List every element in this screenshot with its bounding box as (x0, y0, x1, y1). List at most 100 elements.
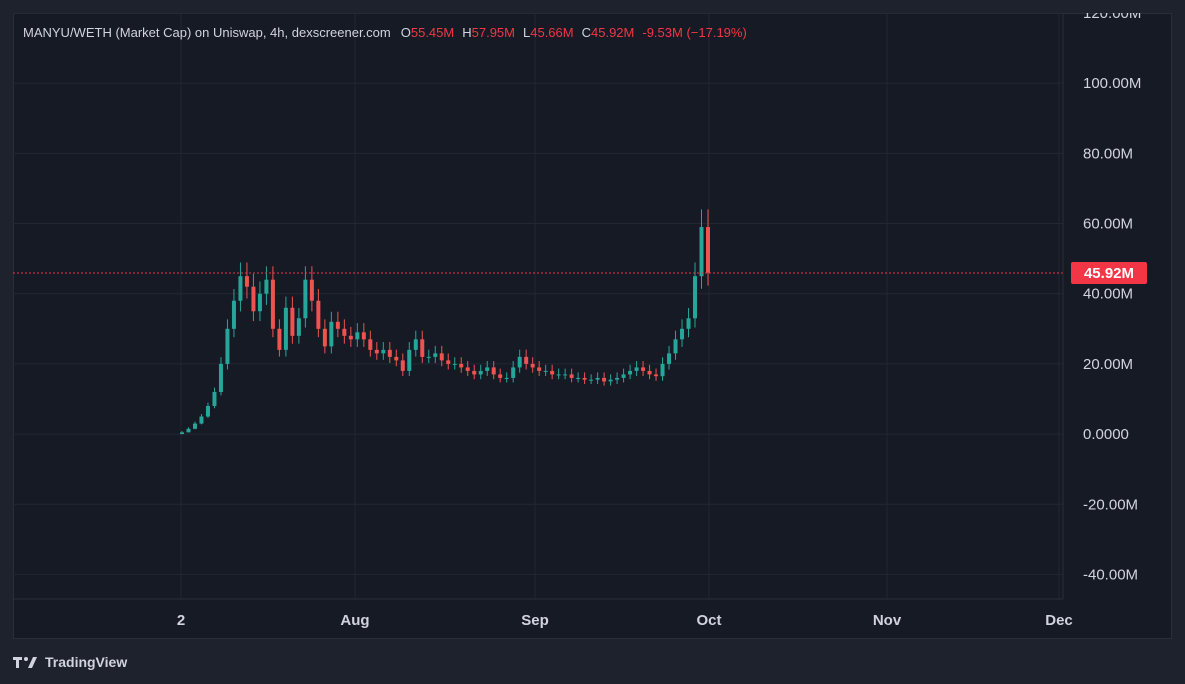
candle-body (478, 370, 483, 375)
y-tick-label: 20.00M (1083, 356, 1133, 373)
candle-body (608, 379, 613, 382)
candle-body (491, 367, 496, 375)
candle-body (654, 374, 659, 377)
candle-body (621, 374, 626, 378)
candle-body (355, 332, 360, 340)
candle-body (192, 423, 197, 429)
candle-body (381, 349, 386, 354)
close-value: 45.92M (591, 25, 635, 40)
price-axis[interactable]: 120.00M 100.00M 80.00M 60.00M 40.00M 20.00M 0.… (1083, 13, 1141, 583)
candle-body (498, 374, 503, 378)
candle-body (647, 370, 652, 375)
candle-body (485, 367, 490, 371)
time-axis[interactable]: 2 Aug Sep Oct Nov Dec (177, 612, 1073, 629)
open-label: O (400, 25, 411, 40)
candle-body (504, 377, 509, 379)
candle-body (407, 349, 412, 371)
candle-body (244, 276, 249, 287)
candle-body (569, 374, 574, 378)
candle-body (426, 356, 431, 358)
candle-body (582, 377, 587, 380)
open-value: 55.45M (410, 25, 455, 40)
y-tick-label: 60.00M (1083, 216, 1133, 233)
x-tick-label: Aug (340, 612, 369, 629)
candle-body (257, 293, 262, 312)
last-price-badge: 45.92M (1071, 261, 1147, 284)
candle-body (400, 360, 405, 371)
candle-body (602, 377, 607, 382)
last-price-label: 45.92M (1084, 265, 1134, 282)
x-tick-label: Sep (521, 612, 549, 629)
candle-body (413, 339, 418, 350)
candle-body (212, 391, 217, 407)
candle-body (459, 363, 464, 368)
y-tick-label: 0.0000 (1083, 426, 1129, 443)
y-tick-label: 120.00M (1083, 13, 1141, 22)
candle-body (628, 370, 633, 375)
candle-body (452, 363, 457, 365)
candle-body (660, 363, 665, 377)
candle-body (303, 279, 308, 319)
candle-body (322, 328, 327, 347)
candle-body (387, 349, 392, 357)
candle-body (446, 360, 451, 364)
low-label: L (523, 25, 531, 40)
candle-body (556, 374, 561, 376)
y-tick-label: 100.00M (1083, 75, 1141, 92)
candle-body (205, 406, 210, 417)
high-label: H (462, 25, 472, 40)
y-tick-label: 80.00M (1083, 145, 1133, 162)
candle-body (563, 374, 568, 376)
candle-body (180, 432, 184, 435)
chart-canvas[interactable]: 120.00M 100.00M 80.00M 60.00M 40.00M 20.00M 0.… (13, 13, 1172, 639)
candle-body (264, 279, 269, 294)
x-tick-label: 2 (177, 612, 185, 629)
tradingview-logo-icon (13, 655, 39, 669)
candle-body (615, 377, 620, 380)
chart-legend: MANYU/WETH (Market Cap) on Uniswap, 4h, … (23, 25, 747, 40)
candle-body (225, 328, 230, 364)
y-tick-label: 40.00M (1083, 286, 1133, 303)
x-tick-label: Oct (696, 612, 721, 629)
candle-body (316, 300, 321, 329)
candle-body (394, 356, 399, 361)
candle-body (641, 367, 646, 371)
brand-name: TradingView (45, 654, 128, 670)
candle-body (576, 377, 581, 379)
change-value: -9.53M (−17.19%) (642, 25, 747, 40)
candle-body (524, 356, 529, 364)
candle-body (342, 328, 347, 336)
candle-body (543, 370, 548, 372)
candle-body (218, 363, 223, 392)
candle-body (368, 339, 373, 350)
candle-body (550, 370, 555, 375)
high-value: 57.95M (471, 25, 515, 40)
candle-body (517, 356, 522, 368)
candle-body (511, 367, 516, 378)
candle-body (433, 353, 438, 357)
candle-body (290, 307, 295, 336)
tradingview-brand[interactable]: TradingView (13, 654, 127, 670)
chart-frame (13, 13, 1172, 639)
candle-body (296, 318, 301, 336)
close-label: C (581, 25, 591, 40)
candle-body (309, 279, 314, 301)
candle-body (699, 227, 704, 277)
candle-body (595, 377, 600, 380)
candle-body (530, 363, 535, 368)
candle-body (472, 370, 477, 375)
candle-body (686, 318, 691, 329)
y-tick-label: -20.00M (1083, 496, 1138, 513)
candle-body (283, 307, 288, 350)
candle-body (673, 339, 678, 354)
candle-body (589, 379, 594, 381)
candle-body (667, 353, 672, 364)
candle-body (329, 321, 334, 347)
candle-body (186, 428, 191, 433)
candle-body (348, 335, 353, 340)
candle-body (374, 349, 379, 354)
x-tick-label: Nov (873, 612, 902, 629)
symbol-title: MANYU/WETH (Market Cap) on Uniswap, 4h, … (23, 25, 391, 40)
candle-body (361, 332, 366, 340)
candle-body (680, 328, 685, 340)
